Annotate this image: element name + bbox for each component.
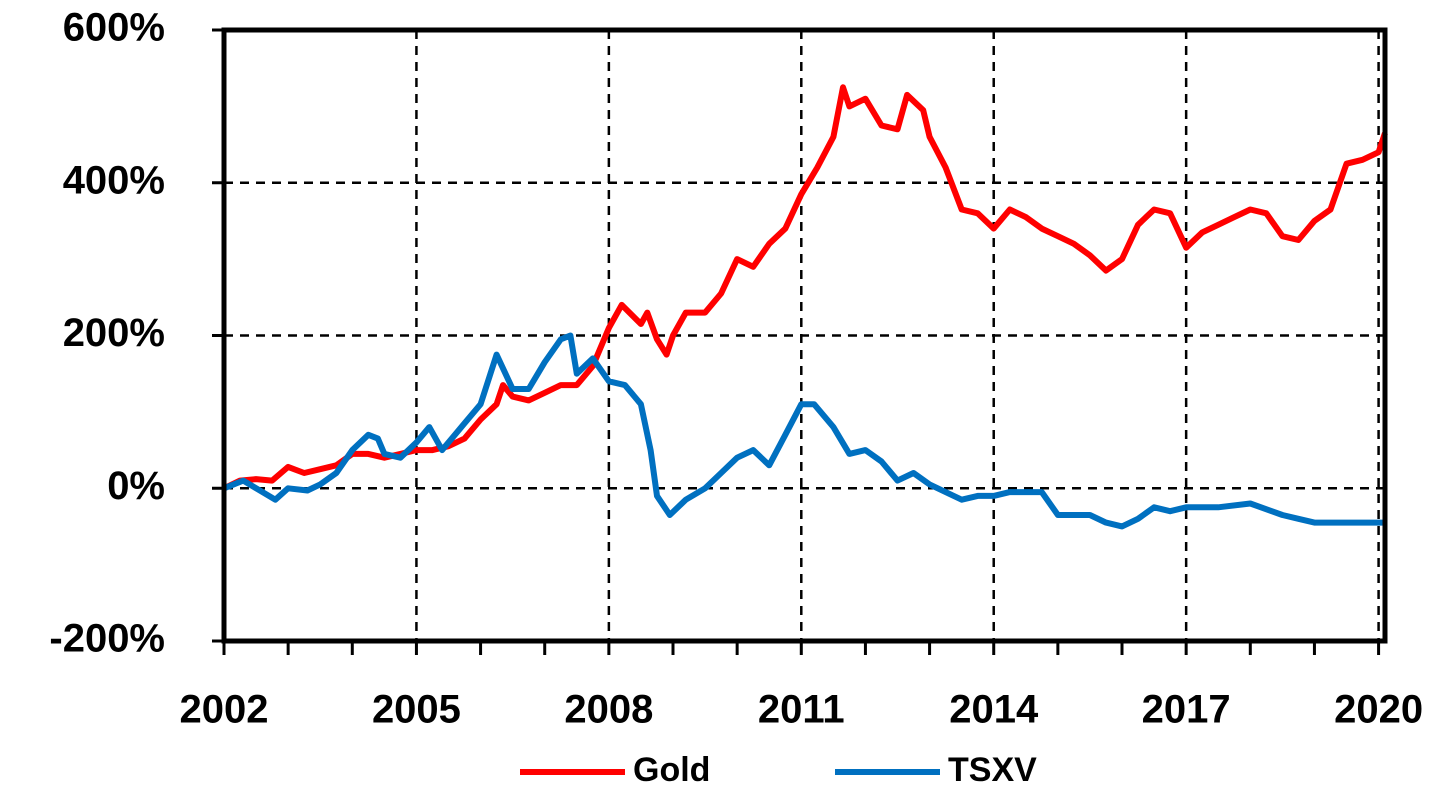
x-tick-label: 2008 [564, 688, 653, 732]
x-tick-label: 2020 [1334, 688, 1423, 732]
x-tick-label: 2002 [180, 688, 269, 732]
x-tick-label: 2017 [1142, 688, 1231, 732]
y-tick-label: -200% [49, 617, 165, 661]
x-tick-label: 2005 [372, 688, 461, 732]
y-tick-label: 0% [107, 464, 165, 508]
plot-frame [221, 27, 1388, 644]
x-tick-label: 2011 [758, 688, 845, 732]
y-tick-label: 400% [63, 158, 165, 202]
y-tick-label: 600% [63, 6, 165, 50]
y-tick-label: 200% [63, 311, 165, 355]
legend-label: Gold [633, 751, 710, 787]
series-line [222, 332, 1385, 530]
x-tick-label: 2014 [949, 688, 1039, 732]
legend-label: TSXV [948, 751, 1037, 787]
series-line [222, 84, 1388, 492]
